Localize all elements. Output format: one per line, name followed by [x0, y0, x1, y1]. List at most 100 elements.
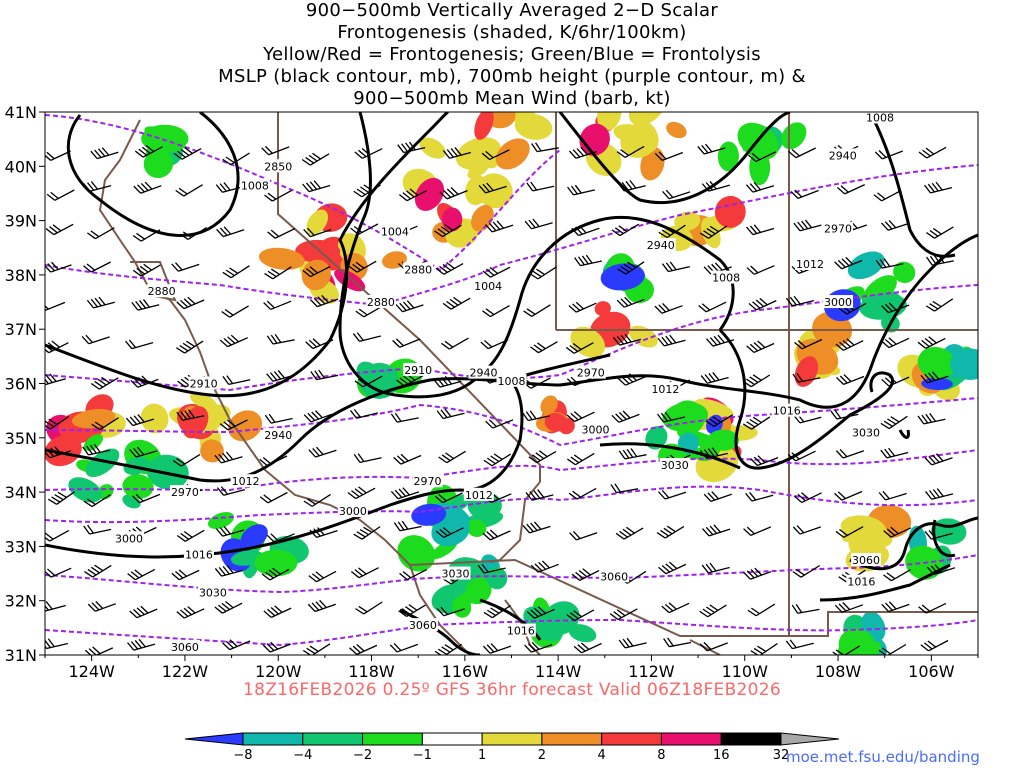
wind-barb	[310, 369, 339, 381]
wind-barb	[442, 296, 471, 310]
frontogenesis-cell	[921, 377, 953, 391]
frontogenesis-cell	[45, 435, 82, 467]
svg-text:3060: 3060	[409, 619, 437, 632]
wind-barb	[131, 493, 161, 504]
svg-text:2850: 2850	[264, 160, 292, 173]
wind-barb	[699, 641, 728, 652]
frontogenesis-cell	[258, 247, 305, 270]
wind-barb	[353, 453, 382, 464]
wind-barb	[84, 564, 112, 578]
wind-barb	[301, 152, 330, 166]
frontogenesis-cell	[240, 524, 268, 549]
frontogenesis-cell	[950, 348, 978, 380]
height-contour-label: 2880	[146, 284, 177, 298]
height-contour-label: 3000	[113, 531, 144, 545]
wind-barb	[90, 376, 119, 390]
wind-barb	[926, 226, 954, 239]
wind-barb	[873, 189, 902, 202]
wind-barb	[350, 223, 379, 235]
svg-text:1016: 1016	[185, 549, 213, 562]
wind-barb	[303, 493, 331, 507]
frontogenesis-cell	[600, 263, 645, 291]
wind-barb	[616, 145, 645, 158]
wind-barb	[883, 569, 911, 582]
wind-barb	[436, 408, 465, 420]
colorbar-tick-label: 4	[598, 748, 606, 763]
wind-barb	[348, 260, 377, 273]
wind-barb	[926, 254, 954, 266]
wind-barb	[701, 562, 730, 574]
wind-barb	[302, 266, 331, 278]
wind-barb	[176, 529, 205, 542]
wind-barb	[566, 411, 595, 423]
credit-url-link[interactable]: moe.met.fsu.edu/banding	[786, 748, 980, 766]
lat-tick-label: 35N	[5, 429, 37, 448]
wind-barb	[397, 141, 426, 154]
colorbar-tick-label: −1	[413, 748, 432, 763]
wind-barb	[705, 414, 734, 428]
wind-barb	[441, 337, 469, 350]
wind-barb	[480, 339, 509, 350]
frontogenesis-cell	[68, 477, 102, 503]
svg-text:3030: 3030	[852, 426, 880, 439]
wind-barb	[45, 416, 70, 430]
frontogenesis-cell	[700, 217, 721, 249]
frontogenesis-cell	[662, 402, 709, 432]
wind-barb	[523, 304, 551, 318]
height-contour-label: 3000	[580, 422, 611, 437]
wind-barb	[530, 341, 558, 354]
wind-barb	[221, 305, 249, 318]
colorbar-tick-label: 8	[657, 748, 665, 763]
lon-tick-label: 118W	[348, 662, 395, 681]
wind-barb	[214, 451, 243, 464]
frontogenesis-cell	[140, 403, 169, 434]
mslp-contour	[599, 442, 741, 470]
wind-barb	[699, 225, 728, 239]
wind-barb	[477, 563, 506, 574]
wind-barb	[746, 224, 775, 236]
height-contour-label: 2970	[823, 221, 854, 236]
frontogenesis-cell	[207, 512, 235, 529]
wind-barb	[656, 525, 685, 539]
wind-barb	[354, 148, 383, 159]
lat-tick-label: 33N	[5, 537, 37, 556]
svg-text:2880: 2880	[367, 296, 395, 309]
wind-barb	[835, 449, 865, 459]
wind-barb	[609, 608, 638, 621]
wind-barb	[175, 184, 203, 197]
wind-barb	[611, 410, 640, 423]
frontogenesis-cell	[295, 239, 341, 263]
svg-text:3000: 3000	[824, 296, 852, 309]
wind-barb	[792, 564, 821, 578]
svg-text:1008: 1008	[866, 111, 894, 124]
frontogenesis-cell	[544, 412, 567, 432]
lat-tick-label: 40N	[5, 157, 37, 176]
wind-barbs	[45, 141, 956, 655]
wind-barb	[663, 637, 692, 648]
wind-barb	[662, 189, 691, 200]
wind-barb	[83, 524, 112, 535]
state-border-ca-nv	[277, 112, 541, 482]
wind-barb	[834, 602, 864, 613]
wind-barb	[307, 599, 337, 613]
frontogenesis-cell	[122, 474, 154, 499]
wind-barb	[392, 338, 421, 348]
mslp-contour-label: 1008	[239, 178, 270, 192]
wind-barb	[125, 339, 154, 350]
mslp-contour-label: 1016	[846, 574, 877, 589]
map-plot-area: 1008 1004 1004 1008 1008 1012 1008 1012 1016 1012…	[45, 111, 978, 655]
lon-tick-label: 110W	[722, 662, 769, 681]
colorbar-swatch	[362, 732, 423, 746]
frontogenesis-cell	[71, 408, 116, 429]
wind-barb	[615, 526, 644, 540]
frontogenesis-cell	[781, 122, 807, 150]
frontogenesis-cell	[466, 519, 487, 537]
forecast-valid-subtitle: 18Z16FEB2026 0.25º GFS 36hr forecast Val…	[242, 680, 782, 700]
wind-barb	[176, 296, 205, 310]
wind-barb	[700, 372, 729, 384]
wind-barb	[176, 606, 205, 619]
wind-barb	[617, 261, 645, 275]
wind-barb	[132, 263, 161, 277]
mslp-contour-label: 1004	[379, 224, 410, 238]
wind-barb	[390, 412, 419, 423]
